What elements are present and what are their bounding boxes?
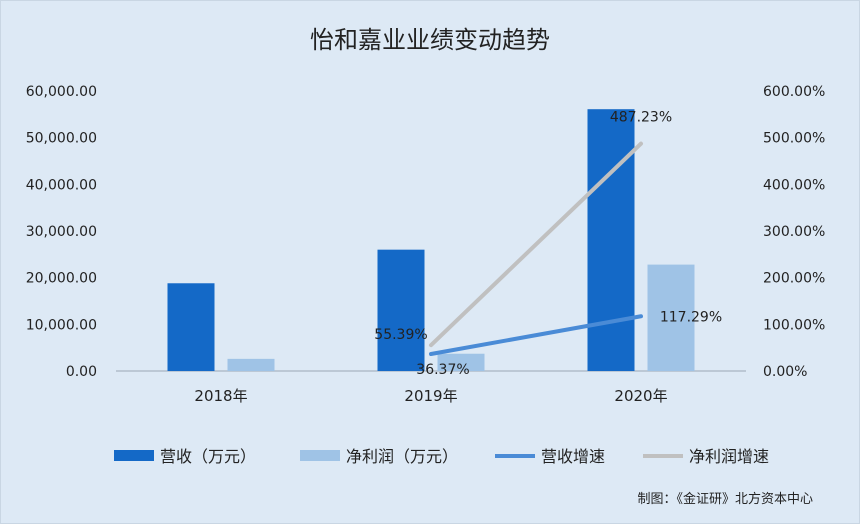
data-label: 117.29% — [660, 309, 722, 325]
bar — [227, 358, 275, 371]
chart-title: 怡和嘉业业绩变动趋势 — [310, 26, 550, 54]
legend: 营收（万元） 净利润（万元） 营收增速 净利润增速 — [114, 447, 769, 466]
line-series-group: 36.37% 117.29% 55.39% 487.23% — [374, 110, 722, 378]
y-right-tick-label: 100.00% — [763, 317, 825, 333]
series-line — [429, 141, 643, 348]
y-right-tick-label: 200.00% — [763, 271, 825, 287]
x-tick-label: 2018年 — [194, 387, 247, 405]
x-tick-label: 2019年 — [404, 387, 457, 405]
y-right-tick-label: 400.00% — [763, 177, 825, 193]
legend-label: 净利润（万元） — [346, 447, 458, 466]
legend-swatch — [114, 450, 154, 461]
bar — [167, 283, 215, 371]
data-label: 36.37% — [416, 362, 469, 378]
legend-swatch — [300, 450, 340, 461]
y-right-tick-label: 500.00% — [763, 131, 825, 147]
y-right-tick-label: 300.00% — [763, 224, 825, 240]
y-left-tick-label: 50,000.00 — [26, 131, 97, 147]
axes: 0.00 10,000.00 20,000.00 30,000.00 40,000.00… — [26, 84, 826, 405]
legend-label: 营收增速 — [541, 447, 605, 466]
bar — [587, 109, 635, 371]
bar — [377, 249, 425, 371]
y-left-tick-label: 60,000.00 — [26, 84, 97, 100]
legend-label: 营收（万元） — [160, 447, 256, 466]
source-note: 制图：《金证研》北方资本中心 — [637, 491, 813, 507]
bar-series-group — [167, 109, 695, 371]
legend-label: 净利润增速 — [689, 447, 769, 466]
bar — [437, 353, 485, 371]
y-right-tick-label: 600.00% — [763, 84, 825, 100]
x-tick-label: 2020年 — [614, 387, 667, 405]
y-left-tick-label: 0.00 — [66, 364, 97, 380]
data-label: 55.39% — [374, 327, 427, 343]
y-left-tick-label: 30,000.00 — [26, 224, 97, 240]
y-right-tick-label: 0.00% — [763, 364, 807, 380]
y-left-tick-label: 10,000.00 — [26, 317, 97, 333]
bar — [647, 264, 695, 371]
y-left-tick-label: 40,000.00 — [26, 177, 97, 193]
y-left-tick-label: 20,000.00 — [26, 271, 97, 287]
data-label: 487.23% — [610, 110, 672, 126]
series-line — [429, 314, 643, 357]
